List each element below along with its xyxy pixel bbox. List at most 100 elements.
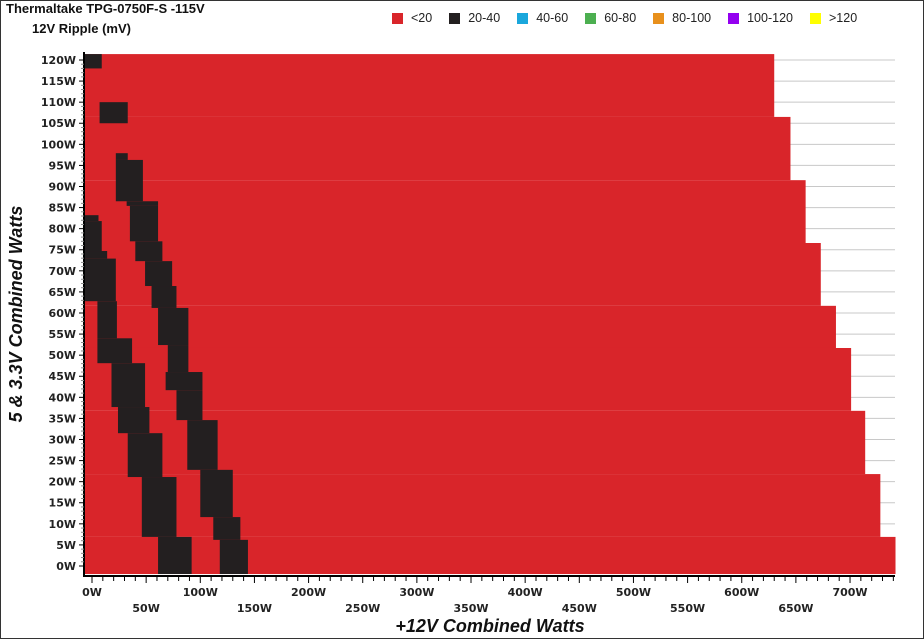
- legend-swatch: [517, 12, 529, 24]
- cell-20-40: [84, 215, 99, 222]
- legend: <20 20-40 40-60 60-80 80-100 100-120 >120: [392, 11, 857, 25]
- y-tick-label: 90W: [49, 180, 76, 193]
- y-tick-label: 10W: [49, 518, 76, 531]
- legend-swatch: [585, 12, 597, 24]
- y-tick-label: 120W: [41, 54, 76, 67]
- x-tick-label: 200W: [291, 586, 326, 599]
- cell-20-40: [135, 241, 163, 262]
- cell-lt20: [83, 347, 852, 411]
- legend-item: 60-80: [585, 11, 636, 25]
- x-tick-label: 0W: [82, 586, 102, 599]
- legend-swatch: [809, 12, 821, 24]
- cell-20-40: [158, 307, 189, 346]
- y-tick-label: 95W: [49, 159, 76, 172]
- y-tick-label: 80W: [49, 223, 76, 236]
- legend-swatch: [653, 12, 665, 24]
- legend-item: 80-100: [653, 11, 711, 25]
- cell-20-40: [219, 539, 248, 575]
- legend-label: 100-120: [747, 11, 793, 25]
- y-tick-label: 100W: [41, 138, 76, 151]
- x-tick-label: 700W: [832, 586, 867, 599]
- legend-label: <20: [411, 11, 433, 25]
- x-tick-label: 450W: [562, 602, 597, 615]
- cell-20-40: [129, 205, 159, 242]
- cell-20-40: [213, 517, 241, 540]
- cell-20-40: [127, 433, 163, 478]
- cell-lt20: [83, 180, 806, 244]
- cell-20-40: [176, 390, 203, 421]
- y-tick-label: 50W: [49, 349, 76, 362]
- y-tick-label: 65W: [49, 286, 76, 299]
- legend-item: >120: [809, 11, 858, 25]
- cell-20-40: [126, 201, 159, 206]
- cell-20-40: [145, 261, 173, 287]
- y-tick-label: 35W: [49, 412, 76, 425]
- cell-20-40: [158, 536, 192, 575]
- legend-label: 20-40: [468, 11, 501, 25]
- cell-20-40: [84, 221, 102, 252]
- cell-20-40: [187, 420, 218, 470]
- y-tick-label: 70W: [49, 265, 76, 278]
- x-tick-label: 600W: [724, 586, 759, 599]
- y-tick-label: 115W: [41, 75, 76, 88]
- cell-lt20: [83, 116, 791, 181]
- y-tick-label: 75W: [49, 244, 76, 257]
- x-axis-title: +12V Combined Watts: [395, 616, 584, 636]
- x-tick-label: 100W: [183, 586, 218, 599]
- cell-20-40: [99, 102, 128, 124]
- cell-20-40: [167, 345, 189, 373]
- cell-20-40: [151, 286, 177, 308]
- cell-lt20: [83, 536, 896, 575]
- cell-20-40: [84, 251, 108, 259]
- legend-swatch: [728, 12, 740, 24]
- legend-label: 40-60: [536, 11, 569, 25]
- cell-20-40: [97, 301, 117, 339]
- y-tick-label: 0W: [56, 560, 76, 573]
- y-tick-label: 25W: [49, 455, 76, 468]
- cell-20-40: [200, 469, 233, 518]
- cell-lt20: [83, 305, 836, 348]
- x-tick-label: 550W: [670, 602, 705, 615]
- x-tick-label: 300W: [399, 586, 434, 599]
- cell-20-40: [117, 407, 150, 434]
- legend-item: <20: [392, 11, 432, 25]
- cell-lt20: [83, 54, 775, 117]
- cell-20-40: [141, 477, 177, 537]
- y-tick-label: 5W: [56, 539, 76, 552]
- x-tick-label: 400W: [508, 586, 543, 599]
- cell-20-40: [84, 258, 116, 302]
- x-tick-label: 350W: [453, 602, 488, 615]
- x-tick-label: 650W: [778, 602, 813, 615]
- cell-20-40: [111, 363, 146, 408]
- legend-item: 40-60: [517, 11, 568, 25]
- y-tick-label: 60W: [49, 307, 76, 320]
- y-tick-label: 85W: [49, 202, 76, 215]
- cell-lt20: [83, 243, 821, 306]
- y-axis-title: 5 & 3.3V Combined Watts: [6, 206, 26, 423]
- y-tick-label: 20W: [49, 476, 76, 489]
- legend-item: 20-40: [449, 11, 500, 25]
- cell-20-40: [84, 54, 102, 69]
- cell-20-40: [115, 159, 143, 202]
- legend-swatch: [392, 12, 403, 24]
- x-tick-label: 500W: [616, 586, 651, 599]
- y-tick-label: 15W: [49, 497, 76, 510]
- legend-label: 80-100: [672, 11, 712, 25]
- cell-20-40: [97, 338, 133, 364]
- cell-20-40: [115, 153, 128, 160]
- x-tick-label: 50W: [132, 602, 159, 615]
- y-tick-label: 40W: [49, 391, 76, 404]
- legend-label: >120: [828, 11, 858, 25]
- x-tick-label: 150W: [237, 602, 272, 615]
- y-tick-label: 55W: [49, 328, 76, 341]
- y-tick-label: 30W: [49, 433, 76, 446]
- cell-20-40: [165, 372, 203, 391]
- chart-title: Thermaltake TPG-0750F-S -115V: [6, 1, 205, 16]
- y-tick-label: 105W: [41, 117, 76, 130]
- x-tick-label: 250W: [345, 602, 380, 615]
- y-tick-label: 110W: [41, 96, 76, 109]
- chart-subtitle: 12V Ripple (mV): [32, 21, 131, 36]
- legend-label: 60-80: [604, 11, 637, 25]
- y-tick-label: 45W: [49, 370, 76, 383]
